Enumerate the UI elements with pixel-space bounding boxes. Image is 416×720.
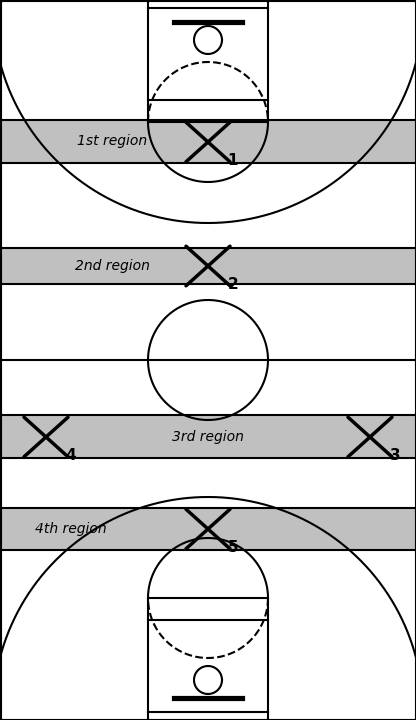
- Text: 4: 4: [66, 448, 77, 463]
- Text: 3: 3: [390, 448, 401, 463]
- Bar: [148, 8, 268, 122]
- Text: 5: 5: [228, 540, 238, 555]
- Text: 1: 1: [228, 153, 238, 168]
- Text: 4th region: 4th region: [35, 522, 106, 536]
- Text: 1st region: 1st region: [77, 135, 147, 148]
- Text: 2nd region: 2nd region: [75, 259, 150, 273]
- Bar: [0, 415, 416, 458]
- Bar: [0, 508, 416, 550]
- Text: 2: 2: [228, 277, 238, 292]
- Bar: [148, 598, 268, 712]
- Bar: [0, 248, 416, 284]
- Text: 3rd region: 3rd region: [172, 430, 244, 444]
- Bar: [0, 120, 416, 163]
